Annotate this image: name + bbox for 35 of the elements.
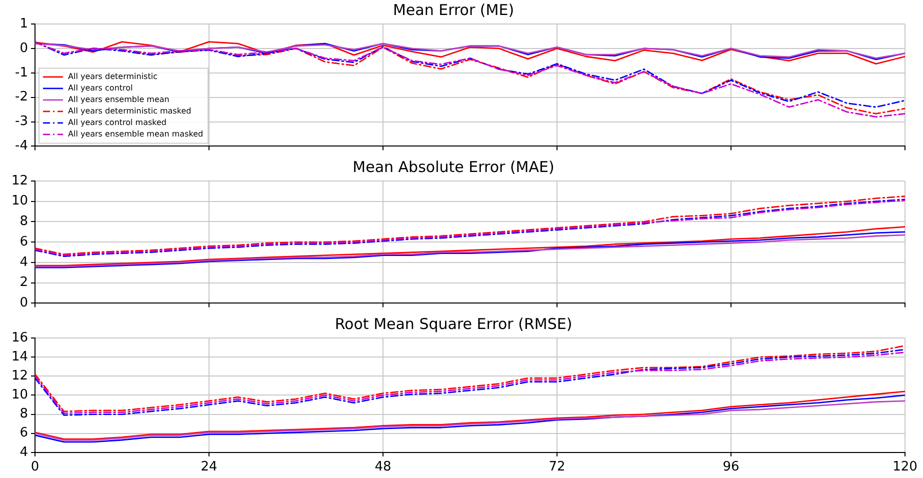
y-tick-label: 4 — [20, 254, 28, 270]
y-tick-label: -1 — [15, 65, 28, 80]
legend-label: All years deterministic — [68, 72, 158, 82]
x-tick-label: 72 — [548, 460, 566, 475]
y-tick-label: 14 — [11, 349, 28, 364]
y-tick-label: 8 — [20, 214, 28, 230]
y-tick-label: 6 — [20, 234, 28, 250]
x-tick-label: 48 — [374, 460, 392, 475]
legend-label: All years ensemble mean masked — [68, 130, 204, 139]
y-tick-label: 4 — [20, 444, 28, 460]
y-tick-label: 8 — [20, 406, 28, 422]
x-tick-label: 0 — [30, 460, 40, 475]
legend-label: All years control masked — [68, 118, 167, 128]
legend-label: All years ensemble mean — [68, 95, 170, 104]
y-tick-label: 2 — [20, 275, 28, 290]
chart-title: Mean Error (ME) — [392, 0, 514, 19]
legend-label: All years deterministic masked — [68, 106, 192, 116]
y-tick-label: 0 — [20, 40, 28, 56]
y-tick-label: 10 — [11, 388, 28, 403]
y-tick-label: 16 — [11, 330, 28, 346]
y-tick-label: -4 — [15, 138, 28, 154]
y-tick-label: 12 — [11, 173, 28, 188]
x-tick-label: 96 — [722, 460, 740, 475]
chart-title: Root Mean Square Error (RMSE) — [334, 314, 572, 333]
y-tick-label: -3 — [15, 114, 28, 130]
x-tick-label: 24 — [200, 460, 218, 475]
x-tick-label: 120 — [892, 460, 918, 475]
y-tick-label: -2 — [15, 90, 28, 105]
legend-label: All years control — [68, 84, 133, 93]
y-tick-label: 12 — [11, 368, 28, 384]
y-tick-label: 6 — [20, 426, 28, 441]
chart-title: Mean Absolute Error (MAE) — [352, 158, 554, 176]
y-tick-label: 0 — [20, 296, 28, 311]
y-tick-label: 10 — [11, 194, 28, 209]
y-tick-label: 1 — [20, 16, 28, 32]
